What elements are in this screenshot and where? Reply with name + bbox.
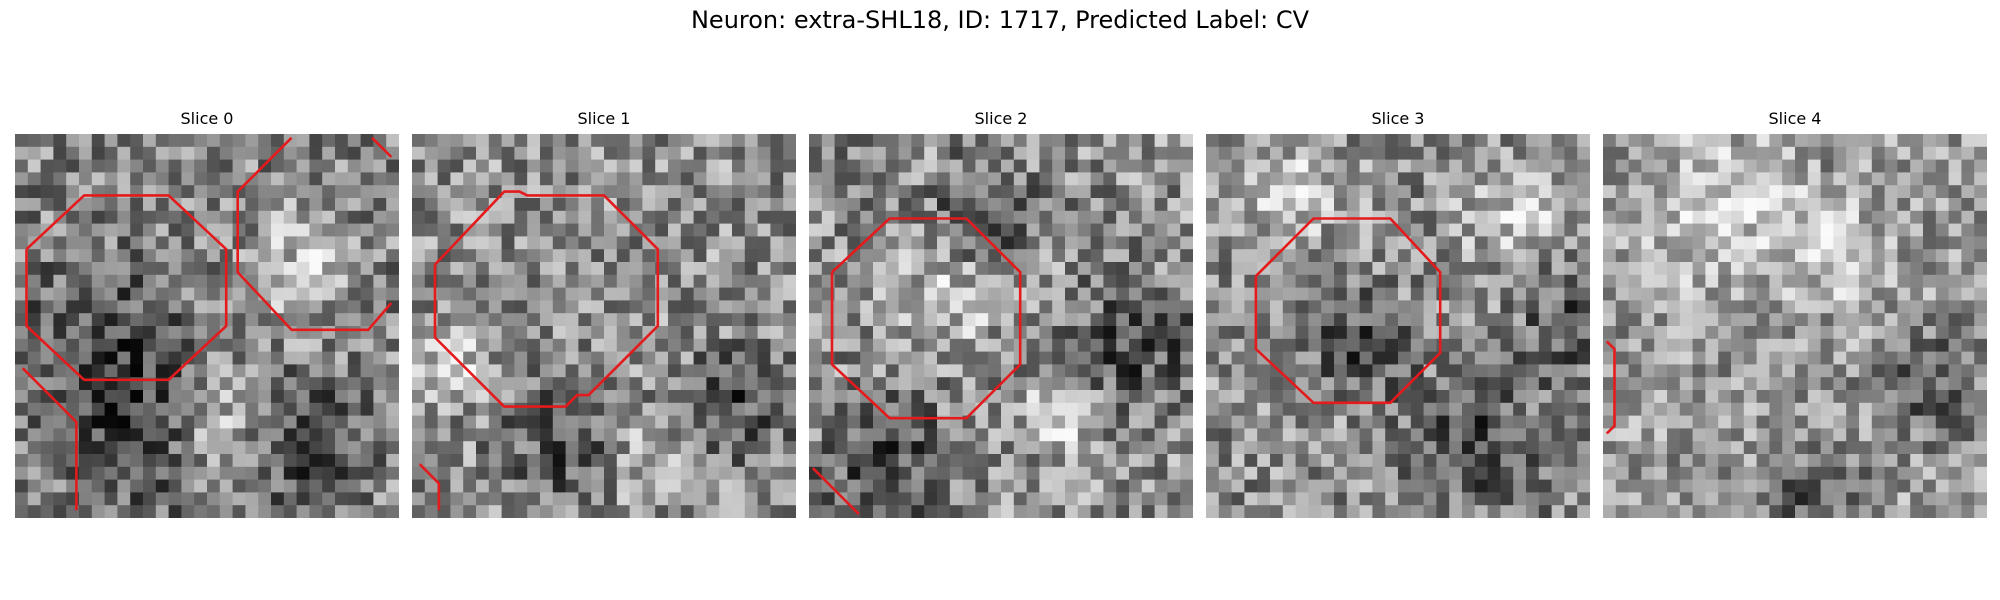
figure-title: Neuron: extra-SHL18, ID: 1717, Predicted… bbox=[690, 6, 1310, 34]
slice-title: Slice 4 bbox=[1768, 109, 1822, 128]
pixel-grid bbox=[809, 134, 1193, 518]
slice-title: Slice 0 bbox=[180, 109, 234, 128]
contour-outline bbox=[433, 190, 660, 408]
slice-image bbox=[809, 134, 1193, 518]
contour-outline bbox=[236, 136, 393, 332]
slice-image bbox=[1603, 134, 1987, 518]
contour-outline bbox=[21, 367, 78, 511]
slice-panel-1: Slice 1 bbox=[412, 110, 796, 518]
contour-outline bbox=[25, 194, 228, 382]
contour-outline bbox=[811, 467, 860, 516]
slice-panel-2: Slice 2 bbox=[809, 110, 1193, 518]
contour-outline bbox=[418, 463, 441, 511]
pixel-grid bbox=[15, 134, 399, 518]
contour-outline bbox=[1254, 217, 1442, 405]
slice-panel-0: Slice 0 bbox=[15, 110, 399, 518]
pixel-grid bbox=[412, 134, 796, 518]
slice-panel-4: Slice 4 bbox=[1603, 110, 1987, 518]
slice-image bbox=[412, 134, 796, 518]
contour-outline bbox=[371, 136, 393, 158]
pixel-grid bbox=[1603, 134, 1987, 518]
slice-title: Slice 3 bbox=[1371, 109, 1425, 128]
slice-title: Slice 1 bbox=[577, 109, 631, 128]
contour-outline bbox=[830, 217, 1022, 420]
slice-panel-3: Slice 3 bbox=[1206, 110, 1590, 518]
contour-outline bbox=[1605, 340, 1616, 435]
slice-image bbox=[1206, 134, 1590, 518]
slice-title: Slice 2 bbox=[974, 109, 1028, 128]
pixel-grid bbox=[1206, 134, 1590, 518]
slice-image bbox=[15, 134, 399, 518]
